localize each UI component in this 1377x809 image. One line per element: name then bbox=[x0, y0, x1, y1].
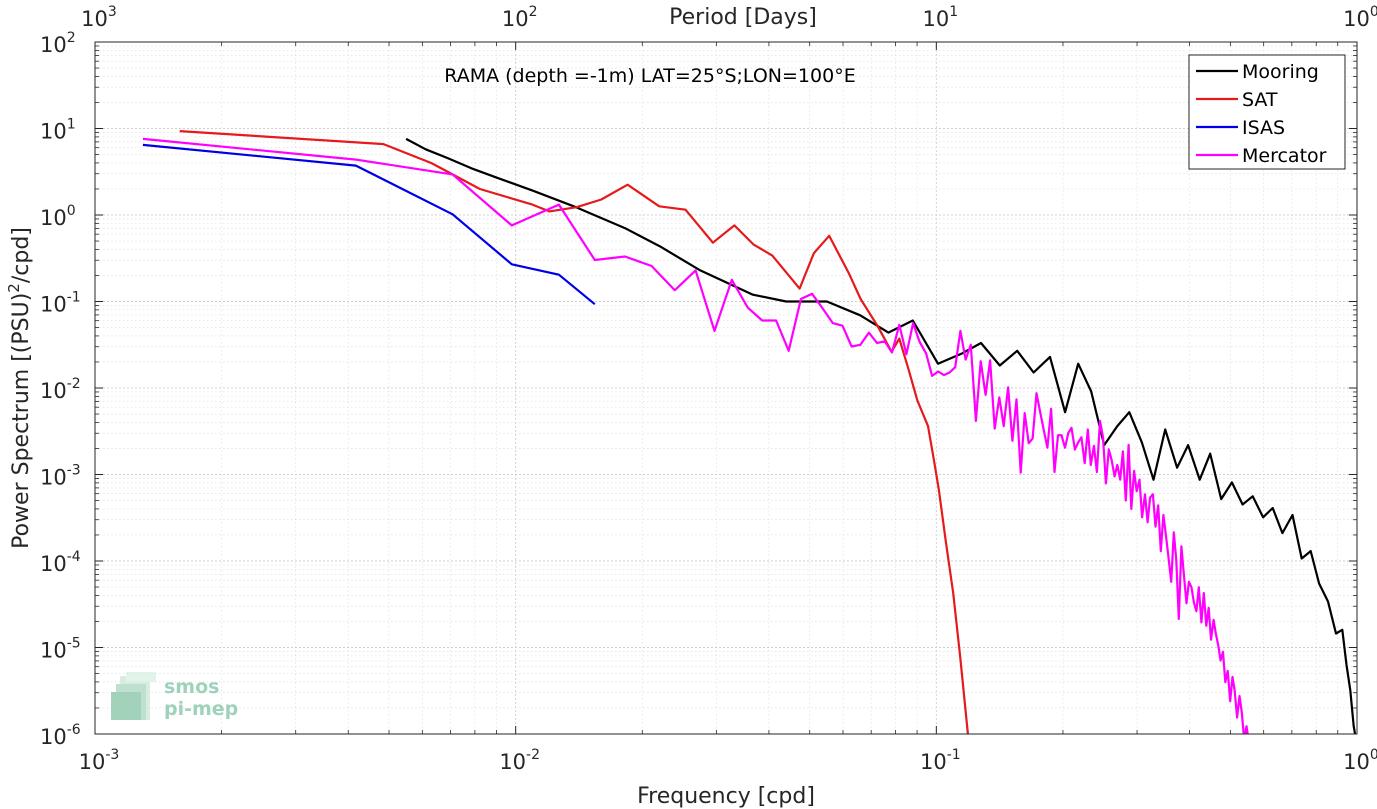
x-tick-label-base: 10 bbox=[1343, 750, 1370, 774]
x-tick-label: 10-3 bbox=[79, 747, 120, 774]
smos-pimep-logo: smos pi-mep bbox=[111, 672, 238, 720]
legend-label-sat: SAT bbox=[1242, 89, 1278, 111]
top-tick-label: 101 bbox=[923, 4, 959, 31]
y-tick-label: 10-4 bbox=[40, 549, 81, 576]
y-tick-label-exp: -6 bbox=[67, 722, 81, 738]
x-tick-label-exp: -1 bbox=[947, 747, 961, 763]
y-tick-label-base: 10 bbox=[40, 552, 67, 576]
y-tick-label-exp: -4 bbox=[67, 549, 81, 565]
legend-label-isas: ISAS bbox=[1242, 117, 1285, 139]
legend-box bbox=[1188, 54, 1346, 170]
logo-layer-3 bbox=[111, 692, 141, 720]
y-tick-label-base: 10 bbox=[40, 120, 67, 144]
y-axis-label: Power Spectrum [(PSU)2/cpd] bbox=[5, 227, 34, 549]
x-tick-label: 10-2 bbox=[499, 747, 540, 774]
y-tick-label-exp: -1 bbox=[67, 290, 81, 306]
y-tick-label-base: 10 bbox=[40, 725, 67, 749]
legend: Mooring SAT ISAS Mercator bbox=[1188, 54, 1346, 170]
y-tick-label-base: 10 bbox=[40, 206, 67, 230]
tick-marks bbox=[94, 41, 1358, 735]
x-tick-label-base: 10 bbox=[499, 750, 526, 774]
top-tick-label-exp: 3 bbox=[108, 4, 117, 20]
plot-background bbox=[95, 42, 1357, 734]
logo-text-pimep: pi-mep bbox=[164, 698, 238, 720]
top-tick-label-exp: 1 bbox=[949, 4, 958, 20]
y-tick-label: 100 bbox=[40, 203, 76, 230]
y-tick-label-exp: 1 bbox=[67, 117, 76, 133]
y-axis-label-sup: 2 bbox=[5, 283, 23, 293]
y-tick-label-exp: 0 bbox=[67, 203, 76, 219]
series-line-sat bbox=[179, 130, 970, 734]
minor-grid bbox=[95, 42, 1357, 734]
top-tick-label-exp: 2 bbox=[529, 4, 538, 20]
x-tick-label-exp: 0 bbox=[1370, 747, 1377, 763]
x-axis-label: Frequency [cpd] bbox=[637, 784, 815, 809]
y-axis-label-suffix: /cpd] bbox=[9, 227, 34, 283]
top-tick-label: 102 bbox=[502, 4, 538, 31]
series-line-mooring bbox=[405, 137, 1357, 734]
x-tick-label-base: 10 bbox=[79, 750, 106, 774]
top-tick-label-base: 10 bbox=[1343, 7, 1370, 31]
y-tick-label-exp: -5 bbox=[67, 636, 81, 652]
y-tick-label-exp: -3 bbox=[67, 463, 81, 479]
series-line-mercator bbox=[142, 137, 1249, 734]
x-tick-label: 10-1 bbox=[920, 747, 961, 774]
y-tick-label: 10-1 bbox=[40, 290, 81, 317]
top-tick-label-exp: 0 bbox=[1370, 4, 1377, 20]
x-tick-label: 100 bbox=[1343, 747, 1377, 774]
top-tick-label: 100 bbox=[1343, 4, 1377, 31]
logo-text-smos: smos bbox=[164, 676, 219, 698]
y-tick-label: 10-5 bbox=[40, 636, 81, 663]
top-axis-label: Period [Days] bbox=[669, 5, 817, 30]
y-tick-label-exp: -2 bbox=[67, 376, 81, 392]
y-tick-label: 10-2 bbox=[40, 376, 81, 403]
top-tick-label-base: 10 bbox=[502, 7, 529, 31]
x-tick-label-base: 10 bbox=[920, 750, 947, 774]
y-tick-label: 10-6 bbox=[40, 722, 81, 749]
y-tick-label: 102 bbox=[40, 30, 76, 57]
y-tick-label-base: 10 bbox=[40, 33, 67, 57]
series-layer bbox=[142, 130, 1357, 734]
logo-layer-4 bbox=[126, 672, 156, 682]
x-tick-label-exp: -3 bbox=[105, 747, 119, 763]
y-tick-label: 101 bbox=[40, 117, 76, 144]
series-line-isas bbox=[142, 143, 596, 306]
y-tick-label-exp: 2 bbox=[67, 30, 76, 46]
top-tick-label-base: 10 bbox=[81, 7, 108, 31]
y-tick-label-base: 10 bbox=[40, 466, 67, 490]
top-tick-label-base: 10 bbox=[923, 7, 950, 31]
y-tick-label-base: 10 bbox=[40, 379, 67, 403]
x-tick-label-exp: -2 bbox=[526, 747, 540, 763]
legend-label-mooring: Mooring bbox=[1242, 61, 1319, 83]
y-tick-label-base: 10 bbox=[40, 639, 67, 663]
y-tick-label-base: 10 bbox=[40, 293, 67, 317]
top-tick-label: 103 bbox=[81, 4, 117, 31]
y-axis-label-main: Power Spectrum [(PSU) bbox=[9, 293, 34, 549]
legend-label-mercator: Mercator bbox=[1242, 145, 1327, 167]
chart-title: RAMA (depth =-1m) LAT=25°S;LON=100°E bbox=[444, 65, 855, 87]
y-tick-label: 10-3 bbox=[40, 463, 81, 490]
